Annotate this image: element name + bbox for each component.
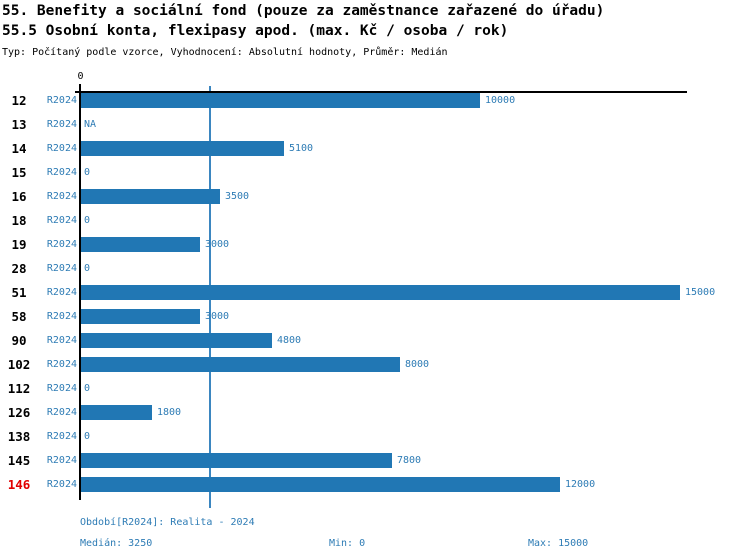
row-category-label: 145 — [7, 453, 31, 468]
row-bar — [80, 141, 284, 156]
chart-rows: 12 R2024 10000 13 R2024 NA 14 R2024 5100 15 R2024 0… — [0, 93, 750, 501]
chart-row: 13 R2024 NA — [0, 117, 750, 141]
row-category-label: 146 — [7, 477, 31, 492]
chart-row: 145 R2024 7800 — [0, 453, 750, 477]
row-bar — [80, 189, 220, 204]
row-series-label: R2024 — [46, 455, 77, 466]
row-value-label: 0 — [84, 167, 91, 178]
chart-row: 14 R2024 5100 — [0, 141, 750, 165]
row-category-label: 19 — [11, 237, 27, 252]
chart-row: 146 R2024 12000 — [0, 477, 750, 501]
chart-row: 102 R2024 8000 — [0, 357, 750, 381]
chart-title-line1: 55. Benefity a sociální fond (pouze za z… — [2, 3, 605, 19]
row-bar — [80, 453, 392, 468]
row-series-label: R2024 — [46, 143, 77, 154]
row-value-label: 12000 — [565, 479, 596, 490]
row-bar — [80, 93, 480, 108]
row-value-label: 8000 — [405, 359, 430, 370]
row-category-label: 126 — [7, 405, 31, 420]
row-series-label: R2024 — [46, 407, 77, 418]
row-category-label: 90 — [11, 333, 27, 348]
chart-row: 126 R2024 1800 — [0, 405, 750, 429]
chart-row: 51 R2024 15000 — [0, 285, 750, 309]
row-category-label: 16 — [11, 189, 27, 204]
row-series-label: R2024 — [46, 479, 77, 490]
row-bar — [80, 237, 200, 252]
row-category-label: 15 — [11, 165, 27, 180]
row-category-label: 12 — [11, 93, 27, 108]
row-series-label: R2024 — [46, 167, 77, 178]
row-value-label: 4800 — [277, 335, 302, 346]
chart-row: 138 R2024 0 — [0, 429, 750, 453]
row-category-label: 102 — [7, 357, 31, 372]
chart-row: 112 R2024 0 — [0, 381, 750, 405]
row-category-label: 18 — [11, 213, 27, 228]
row-category-label: 112 — [7, 381, 31, 396]
row-bar — [80, 285, 680, 300]
y-axis-line — [78, 91, 81, 500]
row-series-label: R2024 — [46, 95, 77, 106]
row-series-label: R2024 — [46, 263, 77, 274]
row-value-label: 10000 — [485, 95, 516, 106]
footer-median-label: Medián: 3250 — [80, 538, 153, 549]
row-series-label: R2024 — [46, 239, 77, 250]
chart-row: 12 R2024 10000 — [0, 93, 750, 117]
row-value-label: 0 — [84, 431, 91, 442]
row-bar — [80, 357, 400, 372]
row-value-label: 0 — [84, 263, 91, 274]
row-category-label: 13 — [11, 117, 27, 132]
row-series-label: R2024 — [46, 383, 77, 394]
row-value-label: 0 — [84, 215, 91, 226]
chart-row: 19 R2024 3000 — [0, 237, 750, 261]
row-category-label: 51 — [11, 285, 27, 300]
row-value-label: 7800 — [397, 455, 422, 466]
chart-row: 16 R2024 3500 — [0, 189, 750, 213]
row-category-label: 14 — [11, 141, 27, 156]
x-axis-tick-label-zero: 0 — [77, 71, 84, 82]
row-bar — [80, 333, 272, 348]
row-series-label: R2024 — [46, 287, 77, 298]
chart-title-line2: 55.5 Osobní konta, flexipasy apod. (max.… — [2, 23, 509, 39]
row-series-label: R2024 — [46, 335, 77, 346]
row-bar — [80, 405, 152, 420]
x-axis-line — [75, 91, 687, 93]
row-category-label: 138 — [7, 429, 31, 444]
chart-row: 90 R2024 4800 — [0, 333, 750, 357]
row-bar — [80, 477, 560, 492]
row-series-label: R2024 — [46, 359, 77, 370]
row-value-label: 0 — [84, 383, 91, 394]
row-value-label: 3000 — [205, 311, 230, 322]
row-value-label: 3500 — [225, 191, 250, 202]
footer-min-label: Min: 0 — [329, 538, 366, 549]
chart-subtitle: Typ: Počítaný podle vzorce, Vyhodnocení:… — [2, 47, 448, 58]
footer-max-label: Max: 15000 — [528, 538, 589, 549]
row-series-label: R2024 — [46, 119, 77, 130]
row-series-label: R2024 — [46, 431, 77, 442]
row-value-label: 5100 — [289, 143, 314, 154]
row-value-label: NA — [84, 119, 97, 130]
row-series-label: R2024 — [46, 215, 77, 226]
chart-row: 28 R2024 0 — [0, 261, 750, 285]
row-category-label: 28 — [11, 261, 27, 276]
row-value-label: 1800 — [157, 407, 182, 418]
row-series-label: R2024 — [46, 191, 77, 202]
footer-period-label: Období[R2024]: Realita - 2024 — [80, 517, 255, 528]
row-bar — [80, 309, 200, 324]
chart-row: 58 R2024 3000 — [0, 309, 750, 333]
row-value-label: 3000 — [205, 239, 230, 250]
chart-row: 18 R2024 0 — [0, 213, 750, 237]
chart-row: 15 R2024 0 — [0, 165, 750, 189]
row-value-label: 15000 — [685, 287, 716, 298]
row-series-label: R2024 — [46, 311, 77, 322]
x-axis-tick-mark — [79, 84, 81, 91]
row-category-label: 58 — [11, 309, 27, 324]
